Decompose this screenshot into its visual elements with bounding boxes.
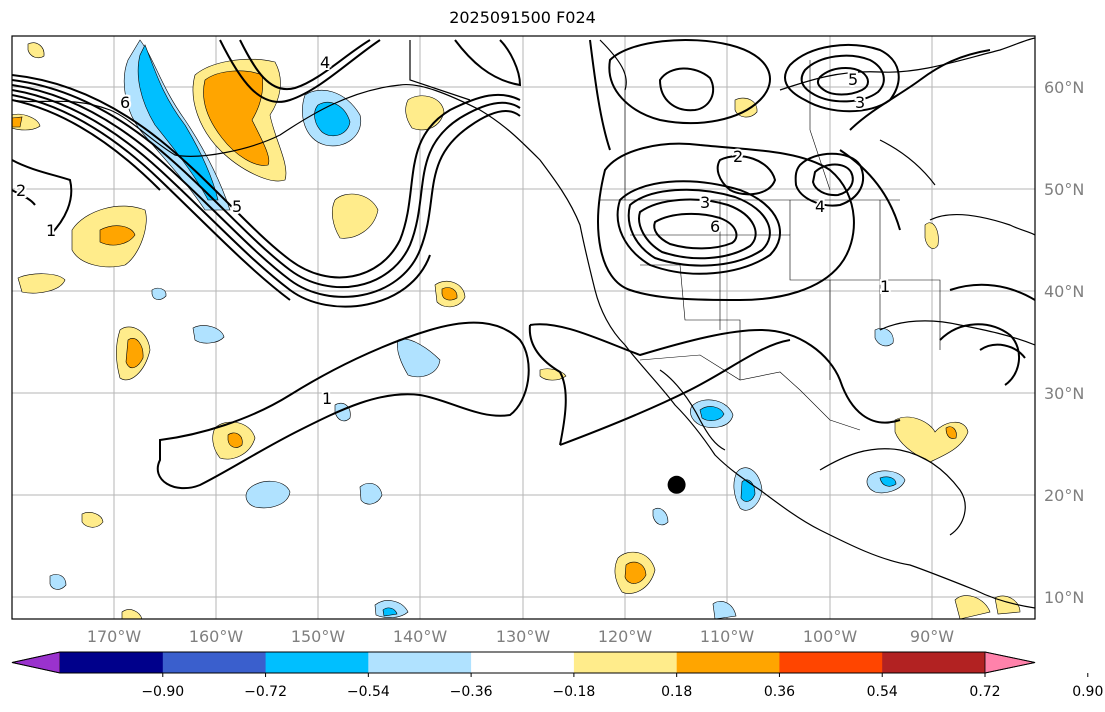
colorbar-swatch — [162, 652, 267, 673]
gridlines — [12, 36, 1035, 619]
lat-label: 60°N — [1044, 78, 1084, 97]
lon-label: 150°W — [291, 627, 346, 646]
colorbar-swatch — [676, 652, 780, 673]
lat-axis: 60°N 50°N 40°N 30°N 20°N 10°N — [1044, 78, 1084, 607]
colorbar-tick-label: −0.18 — [552, 684, 595, 700]
lat-label: 50°N — [1044, 180, 1084, 199]
borders — [600, 60, 941, 431]
lon-label: 110°W — [700, 627, 755, 646]
colorbar-tick-label: 0.18 — [661, 684, 692, 700]
contour-label: 3 — [855, 93, 865, 112]
lon-label: 140°W — [393, 627, 448, 646]
contour-label-group: 1 1 2 2 3 3 4 4 5 5 6 6 1 — [14, 51, 892, 410]
contour-label: 4 — [320, 53, 330, 72]
storm-center-dot — [667, 475, 686, 494]
lon-label: 120°W — [598, 627, 653, 646]
colorbar-tick-label: −0.72 — [244, 684, 287, 700]
colorbar-tick-label: −0.36 — [450, 684, 493, 700]
colorbar-tick-label: 0.72 — [969, 684, 1000, 700]
colorbar-tick-label: 0.54 — [867, 684, 898, 700]
lon-label: 160°W — [189, 627, 244, 646]
shading-positive — [12, 42, 1021, 619]
contour-label: 1 — [880, 277, 890, 296]
shading-negative — [49, 39, 906, 619]
colorbar: −0.90 −0.72 −0.54 −0.36 −0.18 0.18 0.36 0.54 0.7… — [11, 651, 1103, 700]
colorbar-swatch — [779, 652, 883, 673]
colorbar-outline — [11, 651, 1036, 674]
colorbar-swatch — [573, 652, 678, 673]
contour-label: 4 — [815, 197, 825, 216]
lon-label: 100°W — [803, 627, 858, 646]
lon-label: 130°W — [496, 627, 551, 646]
contour-label: 1 — [322, 389, 332, 408]
colorbar-tick-label: −0.54 — [347, 684, 390, 700]
colorbar-swatch — [882, 652, 986, 673]
colorbar-swatch — [265, 652, 369, 673]
contour-label: 6 — [120, 93, 130, 112]
lat-label: 40°N — [1044, 282, 1084, 301]
colorbar-tick-label: −0.90 — [141, 684, 184, 700]
colorbar-swatch — [60, 652, 164, 673]
contour-label: 5 — [232, 197, 242, 216]
contour-label: 2 — [16, 181, 26, 200]
contour-label: 3 — [700, 193, 710, 212]
colorbar-swatch — [368, 652, 472, 673]
colorbar-extend-low — [11, 651, 61, 674]
lat-label: 10°N — [1044, 588, 1084, 607]
map-title: 2025091500 F024 — [449, 8, 596, 27]
contour-lines — [12, 39, 1035, 490]
contour-label: 1 — [46, 221, 56, 240]
map-frame — [11, 35, 1036, 620]
contour-label: 2 — [733, 147, 743, 166]
lon-label: 170°W — [87, 627, 142, 646]
contour-label: 5 — [848, 70, 858, 89]
colorbar-tick-label: 0.36 — [764, 684, 795, 700]
lat-label: 30°N — [1044, 384, 1084, 403]
lon-axis: 170°W 160°W 150°W 140°W 130°W 120°W 110°… — [87, 627, 954, 646]
contour-label: 6 — [710, 217, 720, 236]
lat-label: 20°N — [1044, 486, 1084, 505]
colorbar-extend-high — [984, 651, 1036, 674]
colorbar-tick-label: 0.90 — [1072, 684, 1103, 700]
colorbar-swatch — [471, 652, 575, 673]
lon-label: 90°W — [910, 627, 954, 646]
